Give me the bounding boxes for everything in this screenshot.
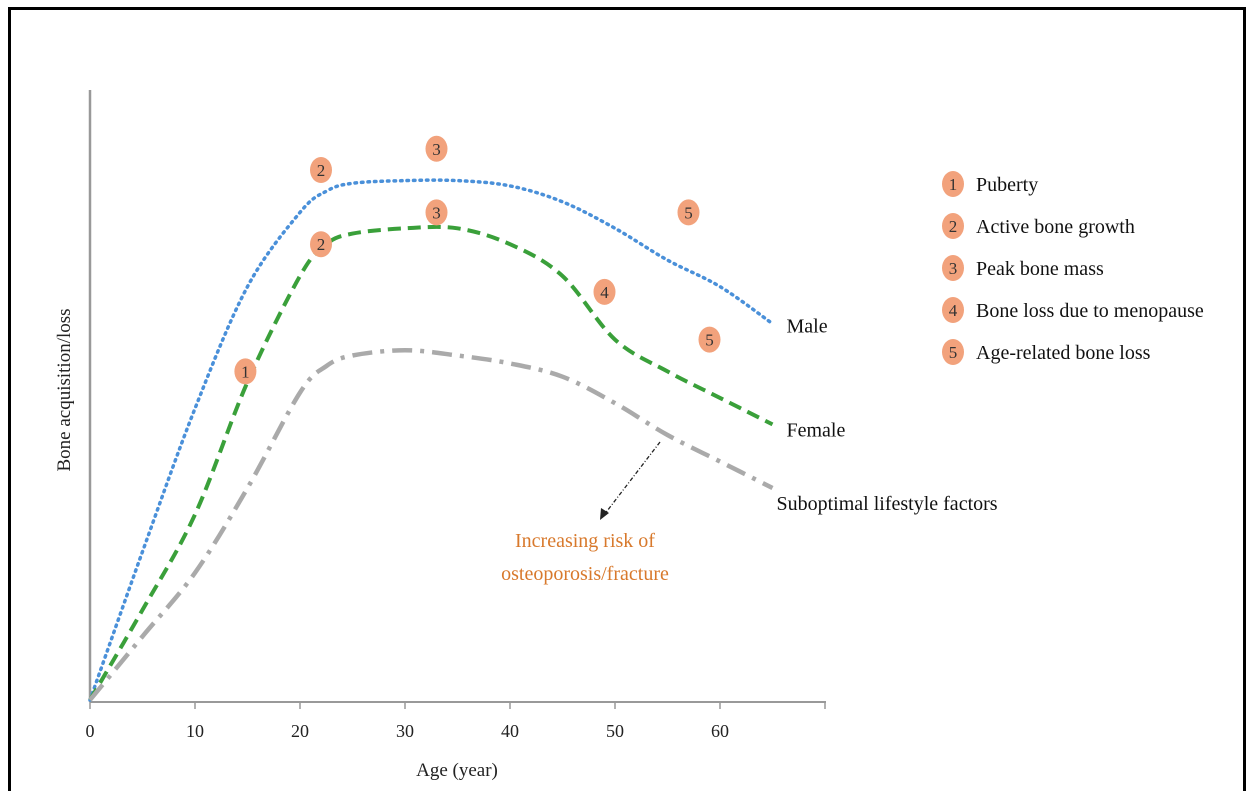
phase-badge-number: 4 — [949, 301, 958, 320]
phase-badge: 4 — [593, 278, 616, 305]
series-label: Suboptimal lifestyle factors — [777, 493, 998, 515]
phase-badge: 3 — [942, 255, 964, 281]
phase-badge-circle — [942, 171, 964, 197]
phase-badge: 3 — [425, 135, 448, 162]
x-tick-label: 0 — [86, 721, 95, 741]
risk-annotation-line1: Increasing risk of — [515, 530, 655, 552]
axes: 0 10 20 30 40 50 60 — [86, 90, 826, 741]
series-label: Male — [787, 316, 828, 338]
y-axis-title: Bone acquisition/loss — [54, 308, 75, 471]
x-tick-label: 30 — [396, 721, 414, 741]
phase-badge: 5 — [942, 339, 964, 365]
legend-item: 2 Active bone growth — [942, 213, 1135, 239]
series-line-suboptimal-lifestyle-factors — [88, 347, 774, 702]
risk-arrowhead — [600, 508, 609, 520]
legend-label: Puberty — [976, 174, 1038, 196]
phase-badge: 5 — [677, 199, 700, 226]
phase-badge: 2 — [310, 231, 332, 258]
phase-badge-number: 2 — [317, 161, 326, 180]
risk-annotation-line2: osteoporosis/fracture — [501, 563, 669, 585]
phase-badge-circle — [593, 278, 616, 305]
x-tick-label: 40 — [501, 721, 519, 741]
x-tick-label: 10 — [186, 721, 204, 741]
risk-arrow-line — [603, 441, 661, 516]
x-axis-title: Age (year) — [416, 760, 498, 781]
phase-badge-number: 2 — [949, 217, 958, 236]
legend-item: 3 Peak bone mass — [942, 255, 1104, 281]
risk-annotation: Increasing risk of osteoporosis/fracture — [501, 441, 669, 585]
phase-badge-circle — [942, 213, 964, 239]
x-tick-label: 60 — [711, 721, 729, 741]
series-labels: Male Female Suboptimal lifestyle factors — [777, 316, 998, 515]
series-layer — [88, 178, 775, 702]
phase-badge-number: 5 — [705, 331, 714, 350]
phase-badge-number: 5 — [684, 203, 693, 222]
x-tick-label: 50 — [606, 721, 624, 741]
phase-badge: 5 — [698, 326, 721, 353]
phase-badge-circle — [425, 199, 448, 226]
phase-badge-circle — [698, 326, 721, 353]
figure-frame — [8, 7, 1246, 791]
phase-badge-number: 3 — [432, 140, 441, 159]
phase-badge-number: 3 — [432, 203, 441, 222]
legend-item: 5 Age-related bone loss — [942, 339, 1151, 365]
phase-badge-circle — [310, 157, 332, 183]
phase-badge: 1 — [942, 171, 964, 197]
legend-label: Age-related bone loss — [976, 342, 1151, 364]
phase-badge-number: 3 — [949, 259, 958, 278]
phase-badge: 4 — [942, 297, 964, 323]
phase-badge-number: 1 — [241, 362, 250, 381]
legend-item: 1 Puberty — [942, 171, 1038, 197]
phase-badge-circle — [677, 199, 700, 226]
phase-badge-circle — [234, 358, 257, 385]
legend-label: Active bone growth — [976, 216, 1135, 238]
phase-badge-circle — [942, 297, 964, 323]
series-label: Female — [787, 419, 846, 441]
phase-badges: 1 2 3 5 2 3 4 5 — [234, 135, 721, 385]
series-line-female — [88, 224, 774, 702]
phase-badge: 2 — [310, 157, 332, 183]
phase-badge-circle — [425, 135, 448, 162]
phase-badge-number: 4 — [600, 283, 609, 302]
phase-badge-number: 2 — [317, 235, 326, 254]
phase-badge: 1 — [234, 358, 257, 385]
phase-badge-circle — [310, 231, 332, 258]
x-ticks: 0 10 20 30 40 50 60 — [86, 702, 826, 741]
x-tick-label: 20 — [291, 721, 309, 741]
phase-badge: 2 — [942, 213, 964, 239]
phase-badge: 3 — [425, 199, 448, 226]
legend-label: Bone loss due to menopause — [976, 300, 1204, 322]
phase-badge-circle — [942, 339, 964, 365]
legend: 1 Puberty 2 Active bone growth 3 Peak bone ma… — [942, 171, 1204, 365]
legend-label: Peak bone mass — [976, 258, 1104, 280]
phase-badge-circle — [942, 255, 964, 281]
legend-item: 4 Bone loss due to menopause — [942, 297, 1204, 323]
phase-badge-number: 1 — [949, 175, 958, 194]
phase-badge-number: 5 — [949, 343, 958, 362]
series-line-male — [88, 178, 775, 702]
